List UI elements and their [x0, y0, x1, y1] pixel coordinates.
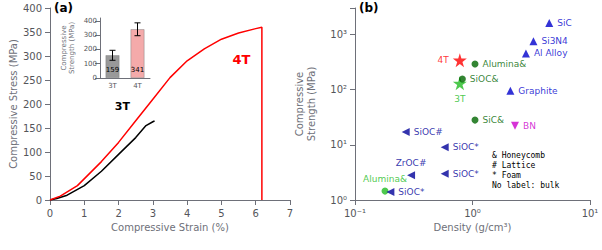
svg-text:0: 0: [36, 195, 42, 206]
svg-text:Alumina&: Alumina&: [482, 59, 526, 69]
svg-text:341: 341: [131, 66, 144, 74]
svg-text:* Foam: * Foam: [492, 171, 521, 180]
svg-text:100: 100: [23, 147, 42, 158]
svg-text:Density (g/cm³): Density (g/cm³): [434, 222, 512, 233]
svg-text:Graphite: Graphite: [518, 86, 558, 96]
svg-text:10⁰: 10⁰: [464, 208, 481, 219]
svg-text:1: 1: [81, 208, 87, 219]
svg-text:(b): (b): [359, 1, 379, 15]
svg-text:300: 300: [84, 31, 97, 39]
svg-text:4: 4: [184, 208, 190, 219]
svg-text:4T: 4T: [438, 55, 450, 65]
svg-text:SiOC*: SiOC*: [453, 142, 480, 152]
svg-text:10¹: 10¹: [582, 208, 599, 219]
svg-text:200: 200: [84, 45, 97, 53]
svg-text:Alumina&: Alumina&: [363, 174, 407, 184]
svg-text:3T: 3T: [115, 100, 131, 113]
svg-text:Compressive Stress (MPa): Compressive Stress (MPa): [8, 39, 19, 169]
svg-text:6: 6: [253, 208, 259, 219]
svg-text:250: 250: [23, 75, 42, 86]
svg-text:3: 3: [150, 208, 156, 219]
svg-text:No label: bulk: No label: bulk: [492, 181, 560, 190]
svg-text:Strength (MPa): Strength (MPa): [68, 22, 76, 74]
svg-text:Si3N4: Si3N4: [541, 36, 568, 46]
svg-text:10²: 10²: [330, 84, 347, 95]
svg-text:3T: 3T: [454, 94, 466, 104]
svg-text:3T: 3T: [108, 82, 117, 90]
svg-text:Strength (MPa): Strength (MPa): [306, 67, 317, 142]
svg-text:(a): (a): [54, 1, 73, 15]
svg-text:Al Alloy: Al Alloy: [534, 48, 568, 58]
svg-text:200: 200: [23, 99, 42, 110]
svg-text:100: 100: [84, 60, 97, 68]
svg-text:0: 0: [47, 208, 53, 219]
svg-text:0: 0: [93, 74, 97, 82]
svg-text:SiC: SiC: [557, 18, 572, 28]
svg-text:400: 400: [84, 17, 97, 25]
svg-text:SiOC*: SiOC*: [398, 187, 425, 197]
svg-text:4T: 4T: [133, 82, 142, 90]
svg-text:7: 7: [287, 208, 293, 219]
svg-text:SiOC&: SiOC&: [470, 74, 499, 84]
svg-text:Compressive: Compressive: [294, 72, 305, 137]
svg-text:300: 300: [23, 51, 42, 62]
svg-text:# Lattice: # Lattice: [492, 161, 536, 170]
svg-text:BN: BN: [523, 121, 536, 131]
svg-text:SiOC*: SiOC*: [453, 169, 480, 179]
svg-text:4T: 4T: [232, 52, 250, 67]
svg-text:10³: 10³: [330, 29, 347, 40]
svg-text:Compressive Strain (%): Compressive Strain (%): [111, 222, 229, 233]
svg-text:Compressive: Compressive: [60, 25, 68, 70]
svg-text:10⁻¹: 10⁻¹: [344, 208, 366, 219]
svg-text:150: 150: [23, 123, 42, 134]
svg-text:& Honeycomb: & Honeycomb: [492, 151, 545, 160]
svg-text:10¹: 10¹: [330, 139, 347, 150]
svg-text:400: 400: [23, 3, 42, 14]
svg-text:350: 350: [23, 27, 42, 38]
svg-text:10⁰: 10⁰: [330, 195, 347, 206]
svg-text:ZrOC#: ZrOC#: [396, 158, 427, 168]
svg-text:2: 2: [115, 208, 121, 219]
svg-text:5: 5: [218, 208, 224, 219]
svg-text:SiC&: SiC&: [482, 115, 504, 125]
svg-text:159: 159: [106, 66, 119, 74]
svg-text:SiOC#: SiOC#: [414, 127, 443, 137]
svg-text:50: 50: [29, 171, 42, 182]
